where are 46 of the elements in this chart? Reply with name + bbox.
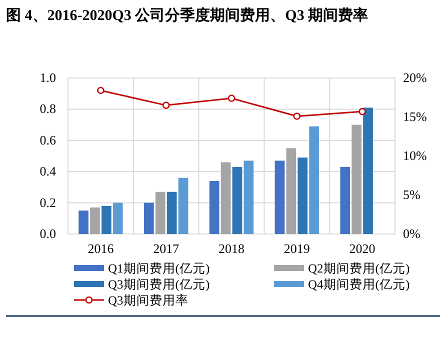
x-tick-label: 2017 xyxy=(153,241,180,256)
x-tick-label: 2020 xyxy=(349,241,376,256)
chart-title: 图 4、2016-2020Q3 公司分季度期间费用、Q3 期间费率 xyxy=(6,6,370,26)
y2-tick-label: 5% xyxy=(403,187,420,202)
bar xyxy=(90,207,100,234)
y2-tick-label: 10% xyxy=(403,148,427,163)
x-tick-label: 2018 xyxy=(218,241,244,256)
legend-label: Q2期间费用(亿元) xyxy=(308,262,410,276)
bar xyxy=(298,158,308,234)
bar xyxy=(178,178,188,234)
bar xyxy=(286,148,296,234)
y2-tick-label: 15% xyxy=(403,109,427,124)
bar xyxy=(209,180,220,234)
bar xyxy=(232,166,242,234)
y-tick-label: 0.4 xyxy=(40,164,56,179)
point xyxy=(293,112,301,120)
point xyxy=(228,94,236,102)
bar xyxy=(102,206,112,234)
bar xyxy=(352,124,362,234)
y-tick-label: 0.6 xyxy=(40,132,56,148)
x-tick-label: 2016 xyxy=(88,241,114,256)
y2-tick-label: 20% xyxy=(403,70,427,85)
bar xyxy=(340,166,350,234)
y-tick-label: 0.8 xyxy=(40,101,56,116)
x-tick-label: 2019 xyxy=(284,241,310,256)
y-tick-label: 0.2 xyxy=(40,194,56,210)
legend-label: Q3期间费用(亿元) xyxy=(108,278,210,292)
legend-label: Q3期间费用率 xyxy=(108,292,188,308)
bar xyxy=(244,160,254,234)
point xyxy=(162,102,170,109)
bar xyxy=(78,210,88,234)
y2-tick-label: 0% xyxy=(403,226,420,241)
bar xyxy=(155,192,166,234)
bar xyxy=(309,126,319,234)
legend-label: Q4期间费用(亿元) xyxy=(308,278,410,292)
legend-label: Q1期间费用(亿元) xyxy=(108,262,210,276)
y-tick-label: 1.0 xyxy=(40,70,56,85)
bar xyxy=(274,160,285,234)
point xyxy=(97,86,104,94)
bar xyxy=(144,202,154,234)
bar xyxy=(166,192,177,234)
point xyxy=(358,108,366,116)
bar xyxy=(112,202,123,234)
bar xyxy=(220,162,231,234)
bar xyxy=(363,108,373,234)
y-tick-label: 0.0 xyxy=(40,226,56,241)
